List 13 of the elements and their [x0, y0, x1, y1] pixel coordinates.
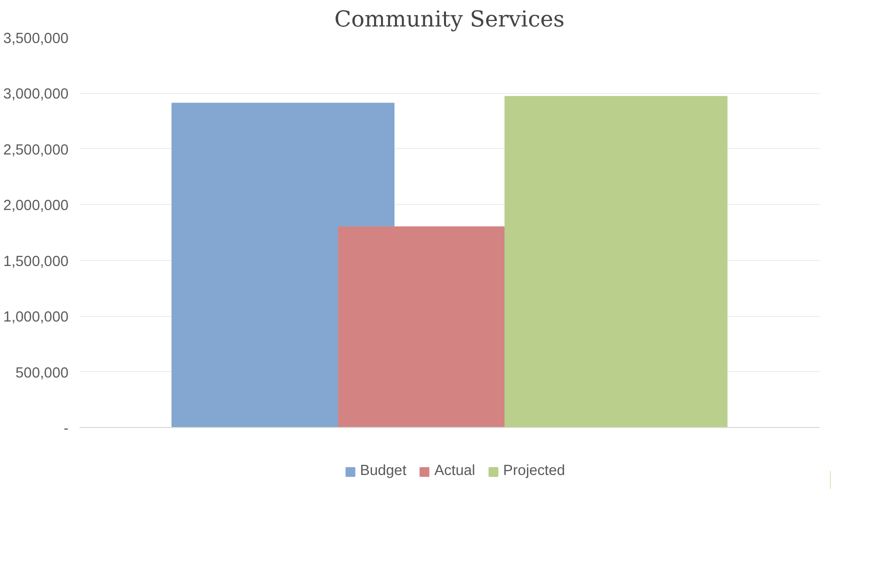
- y-tick-label: 3,500,000: [3, 31, 68, 47]
- chart-title: Community Services: [334, 8, 565, 32]
- y-tick-label: 1,000,000: [3, 310, 68, 326]
- legend-label: Budget: [360, 463, 406, 479]
- y-tick-label: 500,000: [16, 365, 69, 382]
- y-tick-label: 3,000,000: [3, 86, 68, 103]
- y-tick-label: -: [64, 421, 69, 437]
- y-tick-label: 2,500,000: [3, 142, 68, 158]
- bar: [504, 96, 728, 428]
- legend-label: Projected: [503, 463, 566, 479]
- legend-label: Actual: [434, 463, 476, 479]
- y-tick-label: 2,000,000: [3, 198, 68, 214]
- y-tick-label: 1,500,000: [3, 254, 68, 270]
